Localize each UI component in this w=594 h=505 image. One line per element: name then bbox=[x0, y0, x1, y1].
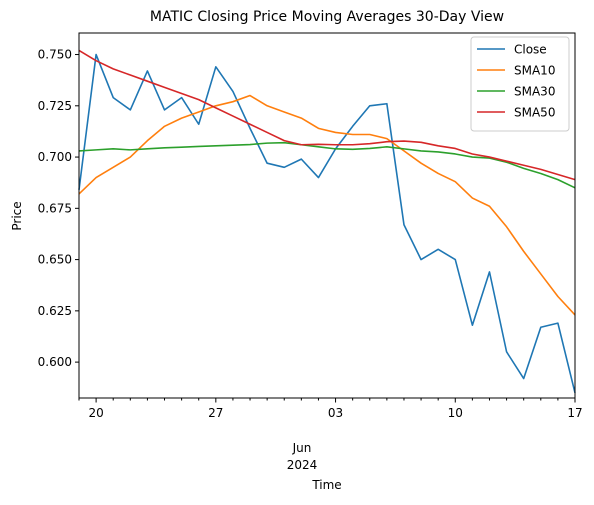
x-sublabel-month: Jun bbox=[292, 441, 312, 455]
x-axis-label: Time bbox=[311, 478, 341, 492]
x-tick-label: 27 bbox=[208, 406, 223, 420]
legend-box bbox=[470, 36, 570, 132]
y-tick-label: 0.725 bbox=[38, 99, 72, 113]
y-tick-label: 0.650 bbox=[38, 253, 72, 267]
legend-label-sma10: SMA10 bbox=[514, 64, 555, 78]
y-tick-label: 0.700 bbox=[38, 150, 72, 164]
x-tick-label: 17 bbox=[567, 406, 582, 420]
series-line-sma50 bbox=[78, 49, 576, 181]
chart-title: MATIC Closing Price Moving Averages 30-D… bbox=[150, 9, 504, 25]
series-line-sma30 bbox=[78, 141, 576, 189]
x-axis: 20 27 03 10 17 bbox=[78, 398, 583, 420]
legend: Close SMA10 SMA30 SMA50 bbox=[470, 36, 570, 132]
x-tick-label: 20 bbox=[88, 406, 103, 420]
x-sublabel-year: 2024 bbox=[287, 458, 318, 472]
plot-lines bbox=[78, 49, 576, 394]
series-line-sma10 bbox=[78, 94, 576, 316]
plot-frame bbox=[78, 32, 576, 399]
legend-label-sma30: SMA30 bbox=[514, 85, 555, 99]
y-axis: 0.600 0.625 0.650 0.675 0.700 0.725 0.750 bbox=[38, 48, 79, 369]
y-tick-label: 0.750 bbox=[38, 48, 72, 62]
x-tick-label: 03 bbox=[328, 406, 343, 420]
y-tick-label: 0.625 bbox=[38, 304, 72, 318]
legend-label-sma50: SMA50 bbox=[514, 106, 555, 120]
series-line-close bbox=[78, 53, 576, 394]
y-tick-label: 0.675 bbox=[38, 201, 72, 215]
x-tick-label: 10 bbox=[448, 406, 463, 420]
y-axis-label: Price bbox=[10, 201, 24, 230]
y-tick-label: 0.600 bbox=[38, 355, 72, 369]
legend-label-close: Close bbox=[514, 43, 547, 57]
